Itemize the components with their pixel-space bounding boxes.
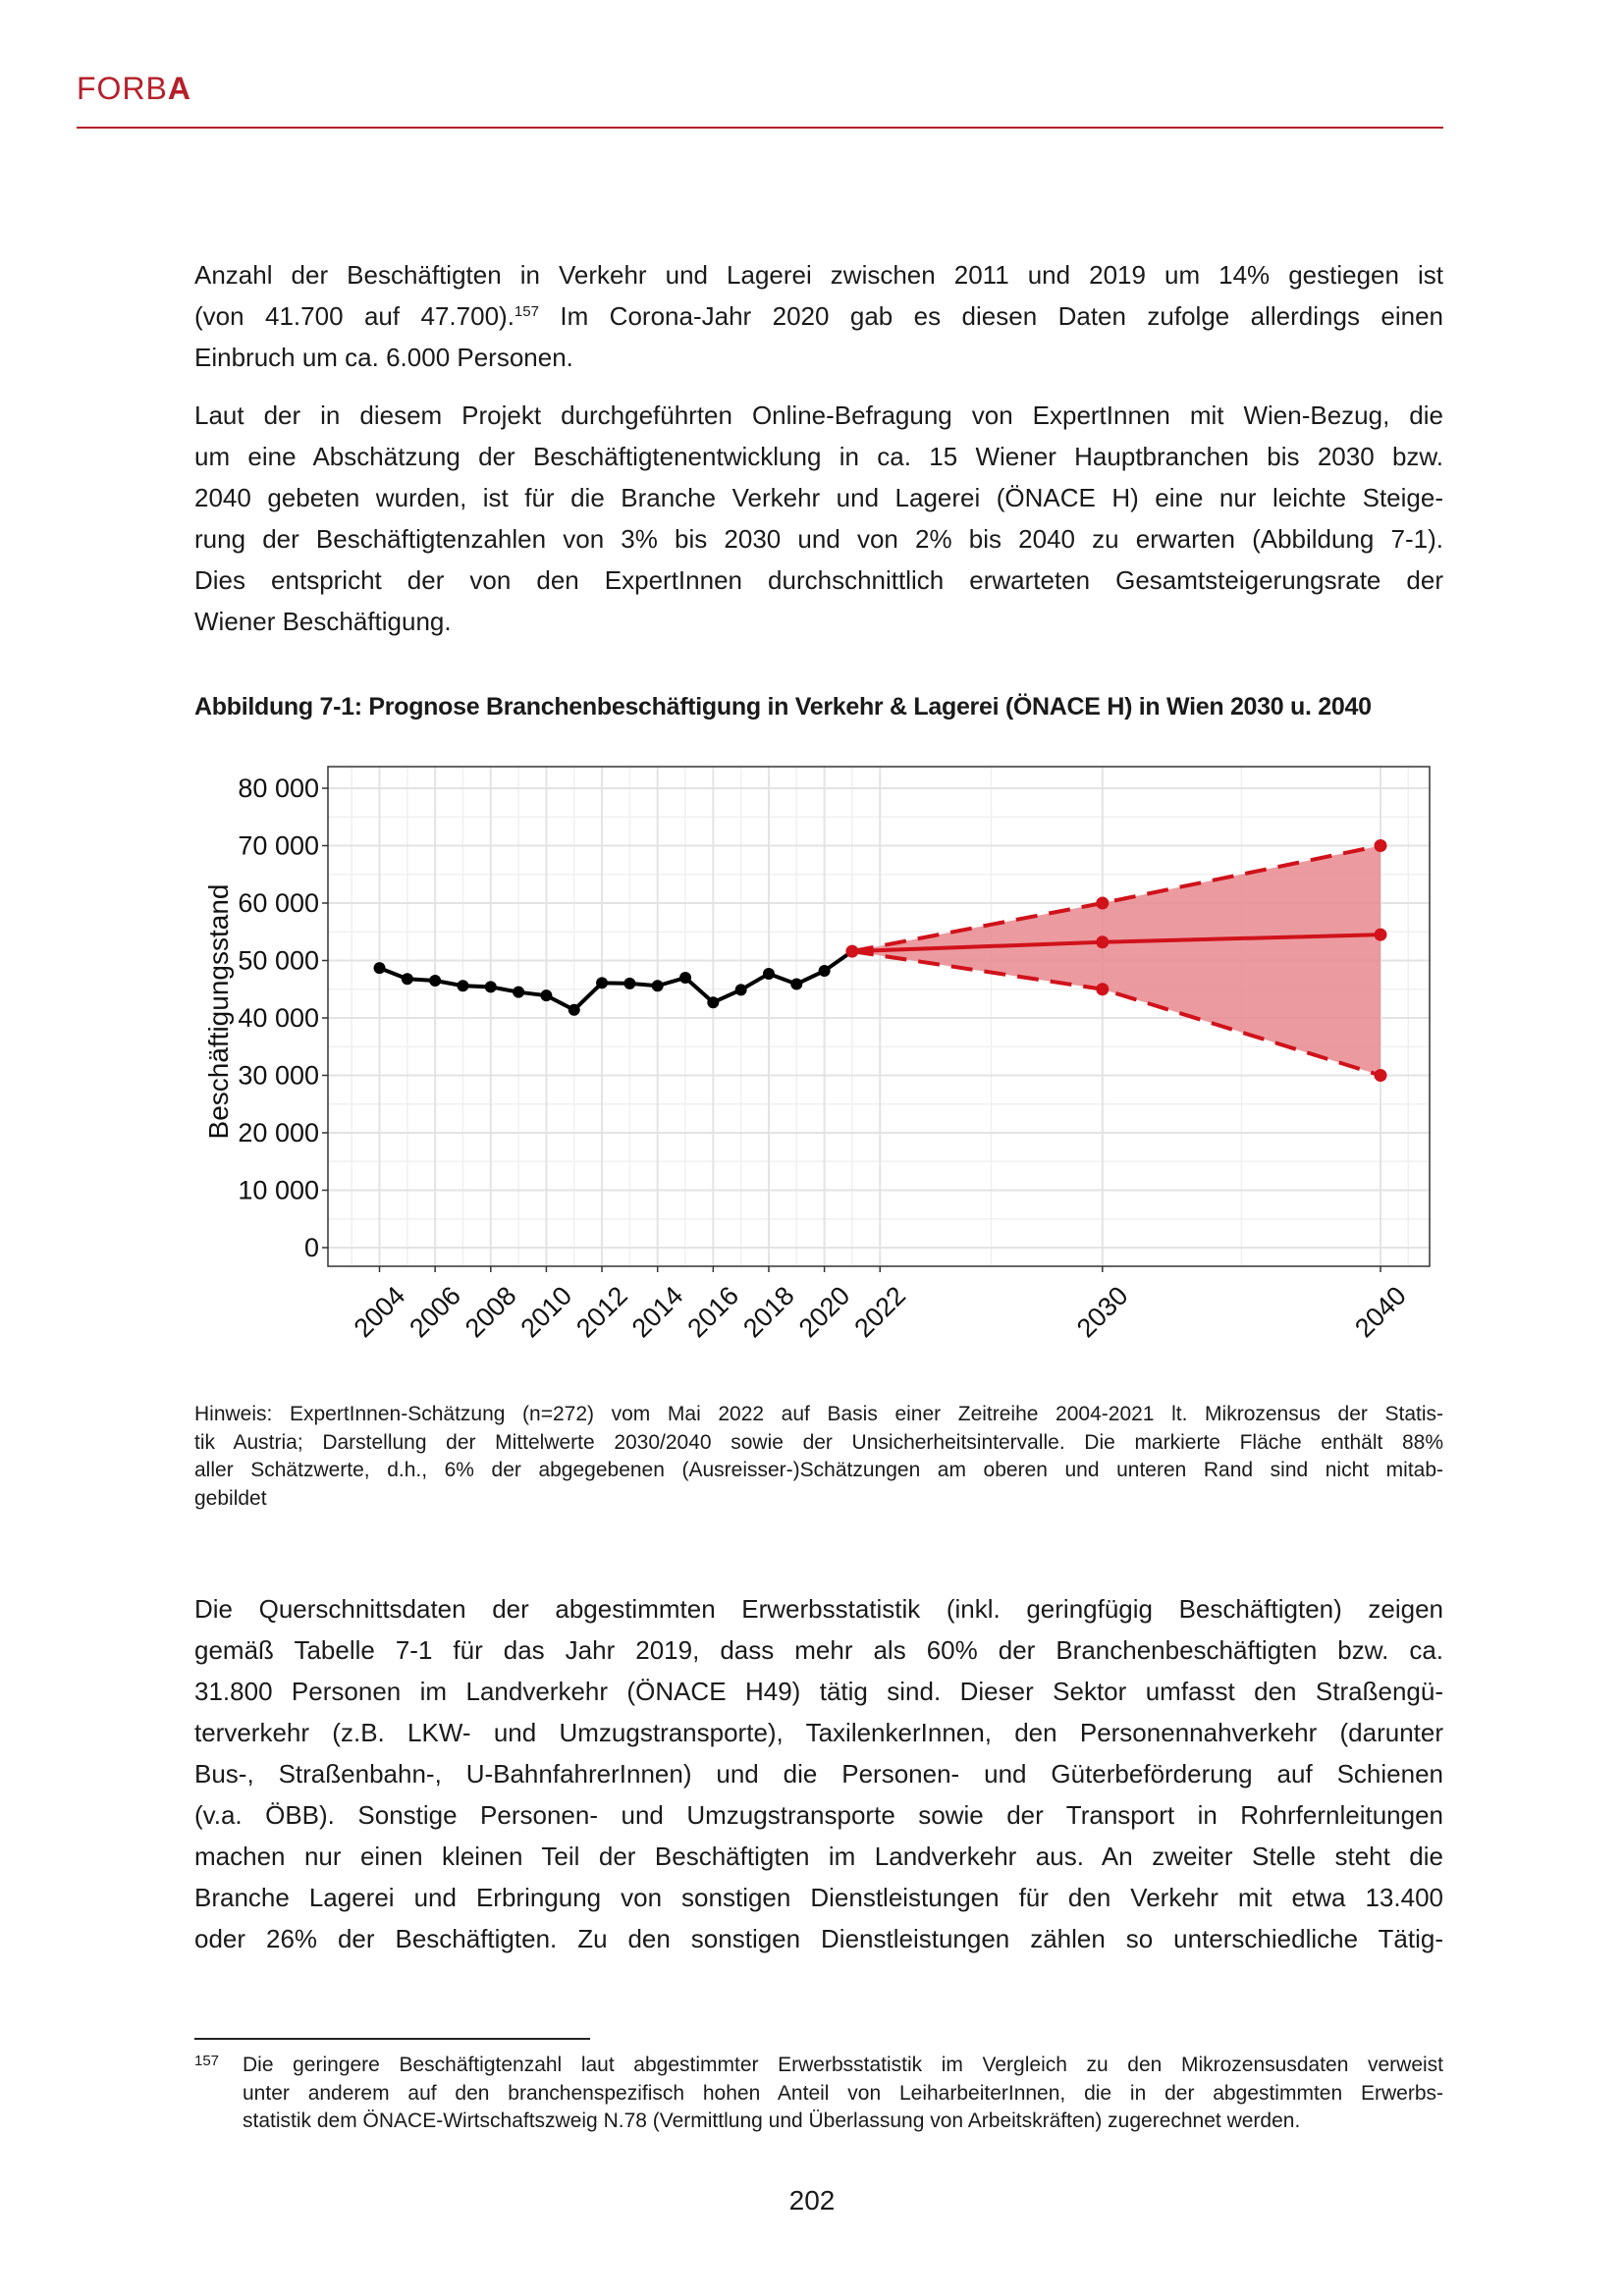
text-segment: (von 41.700 auf 47.700). xyxy=(194,301,514,331)
forecast-mean-point xyxy=(1374,928,1387,941)
text-line: gemäß Tabelle 7-1 für das Jahr 2019, das… xyxy=(194,1635,1443,1665)
x-tick-label: 2012 xyxy=(570,1281,633,1344)
x-tick-label: 2020 xyxy=(793,1281,856,1344)
forecast-lower-point xyxy=(1374,1069,1387,1082)
historical-point xyxy=(734,984,747,996)
y-tick-label: 60 000 xyxy=(238,888,319,918)
footnote-text: Die geringere Beschäftigtenzahl laut abg… xyxy=(243,2052,1443,2136)
text-line: terverkehr (z.B. LKW- und Umzugstranspor… xyxy=(194,1718,1443,1747)
text-line: Anzahl der Beschäftigten in Verkehr und … xyxy=(194,260,1443,290)
x-tick-label: 2008 xyxy=(460,1281,522,1344)
footnote-reference[interactable]: 157 xyxy=(514,303,539,320)
x-tick-label: 2014 xyxy=(626,1281,689,1344)
historical-point xyxy=(373,962,386,975)
text-line: 2040 gebeten wurden, ist für die Branche… xyxy=(194,483,1443,512)
y-tick-label: 40 000 xyxy=(238,1003,319,1033)
historical-point xyxy=(484,981,497,993)
x-tick-label: 2030 xyxy=(1071,1281,1134,1344)
text-line: aller Schätzwerte, d.h., 6% der abgegebe… xyxy=(194,1459,1443,1482)
text-line: Hinweis: ExpertInnen-Schätzung (n=272) v… xyxy=(194,1403,1443,1425)
paragraph-1: Anzahl der Beschäftigten in Verkehr und … xyxy=(194,254,1443,378)
forecast-lower-point xyxy=(1096,983,1110,996)
historical-point xyxy=(790,978,803,990)
historical-point xyxy=(651,980,664,992)
text-line: 31.800 Personen im Landverkehr (ÖNACE H4… xyxy=(194,1677,1443,1706)
text-line: gebildet xyxy=(194,1486,267,1510)
y-axis-title: Beschäftigungsstand xyxy=(203,884,234,1140)
historical-point xyxy=(457,980,469,992)
employment-forecast-chart: 0 10 000 20 000 30 000 40 000 50 000 60 000 70 … xyxy=(203,766,1431,1344)
text-line: Dies entspricht der von den ExpertInnen … xyxy=(194,565,1443,595)
historical-point xyxy=(568,1003,580,1016)
text-line: statistik dem ÖNACE-Wirtschaftszweig N.7… xyxy=(243,2109,1301,2133)
text-line: (v.a. ÖBB). Sonstige Personen- und Umzug… xyxy=(194,1800,1443,1830)
historical-point xyxy=(429,974,442,987)
historical-point xyxy=(513,986,525,998)
text-line: machen nur einen kleinen Teil der Beschä… xyxy=(194,1842,1443,1871)
x-tick-label: 2010 xyxy=(515,1281,578,1344)
figure-caption: Abbildung 7-1: Prognose Branchenbeschäft… xyxy=(194,693,1372,721)
text-line: Einbruch um ca. 6.000 Personen. xyxy=(194,343,573,372)
forecast-upper-point xyxy=(1374,839,1387,852)
text-line: (von 41.700 auf 47.700).157 Im Corona-Ja… xyxy=(194,295,1443,337)
y-tick-label: 30 000 xyxy=(238,1061,319,1091)
historical-point xyxy=(596,977,609,989)
y-tick-label: 80 000 xyxy=(238,774,319,803)
text-line: rung der Beschäftigtenzahlen von 3% bis … xyxy=(194,524,1443,554)
y-tick-label: 70 000 xyxy=(238,831,319,861)
uncertainty-band xyxy=(851,845,1380,1076)
figure-note: Hinweis: ExpertInnen-Schätzung (n=272) v… xyxy=(194,1401,1443,1513)
text-line: Die geringere Beschäftigtenzahl laut abg… xyxy=(243,2054,1443,2076)
text-line: um eine Abschätzung der Beschäftigtenent… xyxy=(194,442,1443,471)
text-segment: Im Corona-Jahr 2020 gab es diesen Daten … xyxy=(538,301,1443,331)
y-tick-label: 20 000 xyxy=(238,1118,319,1148)
text-line: Die Querschnittsdaten der abgestimmten E… xyxy=(194,1594,1443,1624)
historical-point xyxy=(623,977,636,989)
x-tick-label: 2022 xyxy=(848,1281,911,1344)
plot-border xyxy=(327,766,1431,1267)
page-number: 202 xyxy=(788,2185,836,2216)
footnote-divider xyxy=(194,2038,590,2040)
x-tick-label: 2006 xyxy=(404,1281,466,1344)
text-line: unter anderem auf den branchenspezifisch… xyxy=(243,2081,1443,2105)
forecast-upper-point xyxy=(1096,896,1110,910)
x-tick-label: 2016 xyxy=(681,1281,744,1344)
historical-point xyxy=(707,996,720,1009)
forba-logo: FORBA xyxy=(77,71,191,106)
historical-point xyxy=(818,965,831,978)
text-line: tik Austria; Darstellung der Mittelwerte… xyxy=(194,1430,1443,1454)
x-tick-label: 2018 xyxy=(737,1281,800,1344)
y-tick-label: 0 xyxy=(304,1233,319,1262)
historical-point xyxy=(762,967,775,980)
historical-point xyxy=(540,989,553,1002)
x-tick-label: 2004 xyxy=(349,1281,411,1344)
y-tick-label: 50 000 xyxy=(238,946,319,976)
text-line: Wiener Beschäftigung. xyxy=(194,607,452,636)
text-line: Bus-, Straßenbahn-, U-BahnfahrerInnen) u… xyxy=(194,1759,1443,1789)
header-divider xyxy=(77,127,1443,129)
x-tick-label: 2040 xyxy=(1349,1281,1412,1344)
text-line: oder 26% der Beschäftigten. Zu den sonst… xyxy=(194,1924,1443,1953)
text-line: Laut der in diesem Projekt durchgeführte… xyxy=(194,400,1443,430)
y-tick-label: 10 000 xyxy=(238,1176,319,1205)
forecast-mean-point xyxy=(845,944,859,958)
historical-point xyxy=(679,972,692,985)
footnote-number: 157 xyxy=(194,2053,220,2069)
text-line: Branche Lagerei und Erbringung von sonst… xyxy=(194,1883,1443,1912)
forecast-mean-point xyxy=(1096,935,1110,949)
historical-point xyxy=(401,973,413,986)
paragraph-2: Laut der in diesem Projekt durchgeführte… xyxy=(194,395,1443,642)
paragraph-3: Die Querschnittsdaten der abgestimmten E… xyxy=(194,1588,1443,1959)
